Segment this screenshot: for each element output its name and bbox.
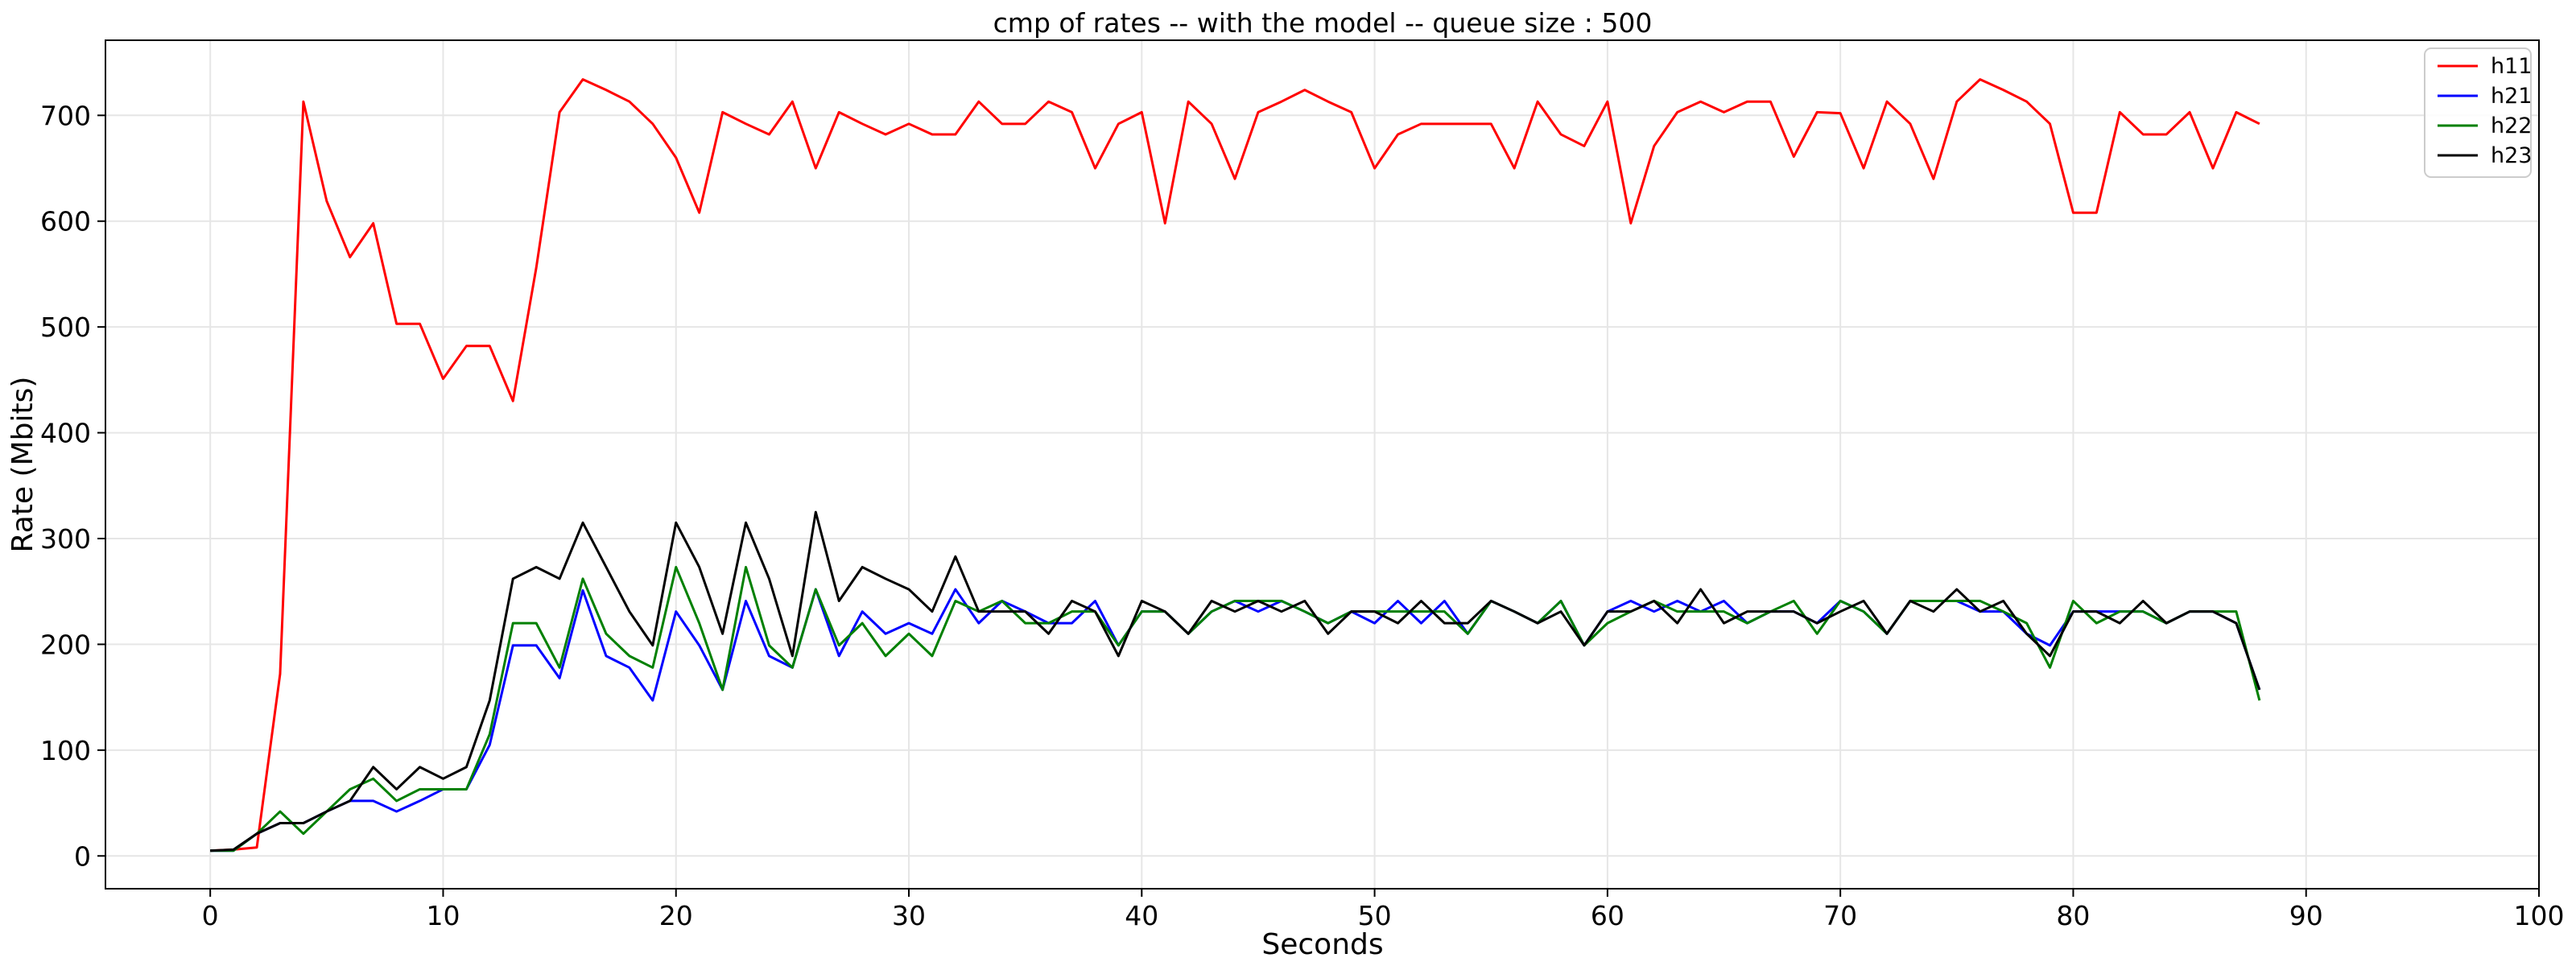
x-axis-title: Seconds <box>1261 928 1383 961</box>
grid <box>105 40 2540 889</box>
x-tick-label: 90 <box>2289 900 2323 931</box>
legend-label-h22: h22 <box>2491 114 2532 138</box>
series-line-h22 <box>210 565 2261 852</box>
x-tick-label: 50 <box>1358 900 1392 931</box>
y-tick-label: 300 <box>40 523 91 555</box>
y-tick-label: 500 <box>40 312 91 343</box>
y-tick-label: 700 <box>40 100 91 131</box>
y-tick-label: 200 <box>40 629 91 660</box>
legend-label-h21: h21 <box>2491 84 2532 109</box>
x-tick-label: 70 <box>1823 900 1857 931</box>
series-line-h11 <box>210 78 2260 852</box>
x-tick-label: 30 <box>892 900 926 931</box>
axis-ticks: 0 10 20 30 40 50 60 70 80 90 100 0 100 200 300 400 500 60… <box>40 100 2565 931</box>
series-line-h23 <box>210 510 2261 852</box>
series-line-h21 <box>210 588 2261 852</box>
x-tick-label: 100 <box>2514 900 2565 931</box>
chart-title: cmp of rates -- with the model -- queue … <box>993 7 1653 39</box>
y-axis-title: Rate (Mbits) <box>6 377 39 553</box>
x-tick-label: 0 <box>202 900 219 931</box>
legend: h11 h21 h22 h23 <box>2424 47 2532 178</box>
y-tick-label: 100 <box>40 735 91 766</box>
x-tick-label: 10 <box>426 900 460 931</box>
legend-label-h11: h11 <box>2491 54 2532 79</box>
y-tick-label: 0 <box>74 840 91 872</box>
series-lines <box>210 78 2261 852</box>
x-tick-label: 60 <box>1591 900 1624 931</box>
x-tick-label: 20 <box>659 900 693 931</box>
x-tick-label: 40 <box>1125 900 1158 931</box>
plot-frame <box>105 39 2540 890</box>
y-tick-label: 400 <box>40 418 91 449</box>
legend-label-h23: h23 <box>2491 143 2532 168</box>
x-tick-label: 80 <box>2056 900 2090 931</box>
legend-box <box>2424 47 2532 178</box>
y-tick-label: 600 <box>40 206 91 237</box>
